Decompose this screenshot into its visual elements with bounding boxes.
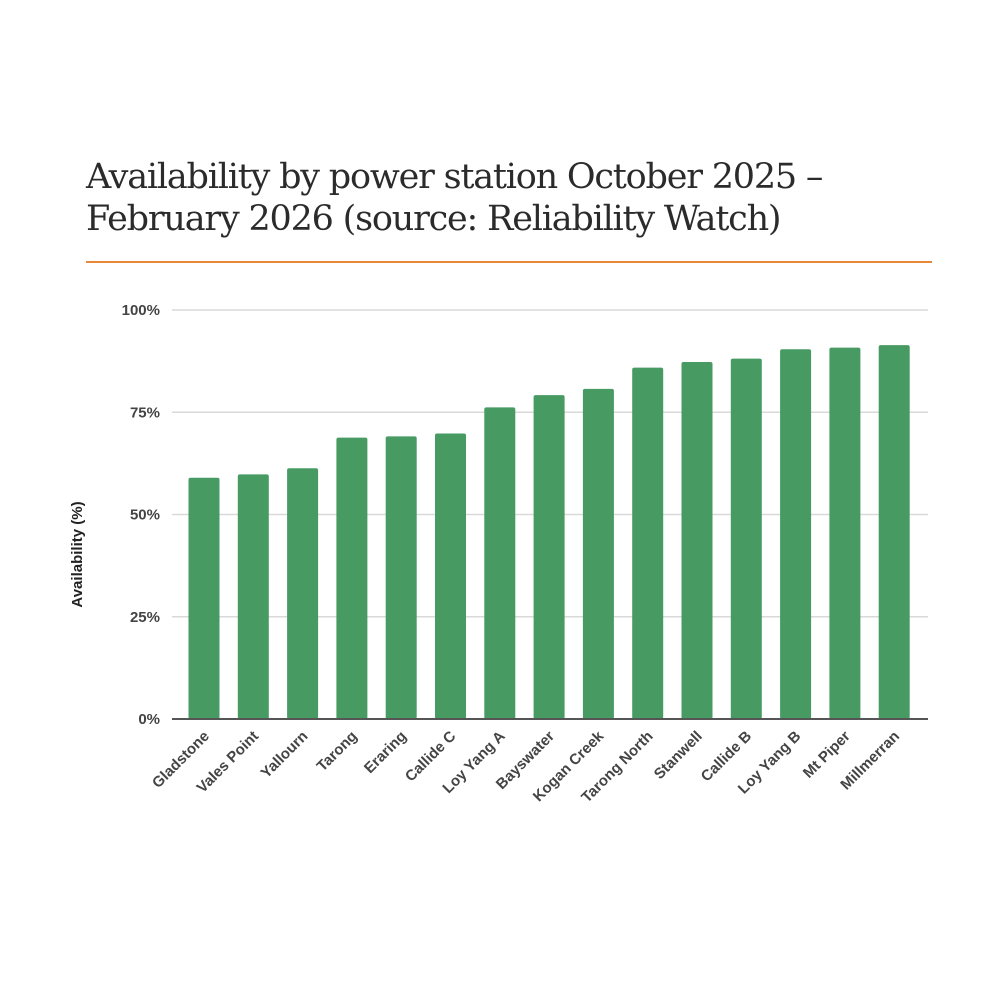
bar xyxy=(780,349,812,719)
chart-title: Availability by power station October 20… xyxy=(86,157,823,239)
x-tick-label: Tarong xyxy=(314,728,361,775)
bar xyxy=(730,358,762,719)
x-tick-label: Eraring xyxy=(361,728,410,777)
y-tick-label: 75% xyxy=(130,404,160,421)
x-tick-label: Yallourn xyxy=(258,728,312,782)
bar xyxy=(533,395,565,719)
bar xyxy=(435,433,466,719)
y-tick-label: 25% xyxy=(130,609,160,626)
bar xyxy=(287,468,319,719)
bar xyxy=(237,474,269,719)
y-tick-label: 100% xyxy=(122,302,160,319)
bar xyxy=(878,345,910,719)
bar xyxy=(829,347,861,719)
y-axis-label: Availability (%) xyxy=(69,501,86,607)
bar xyxy=(336,437,368,719)
bar xyxy=(385,436,417,719)
x-tick-label: Stanwell xyxy=(651,728,706,783)
y-tick-label: 0% xyxy=(138,711,160,728)
y-tick-label: 50% xyxy=(130,507,160,524)
bar xyxy=(188,477,220,719)
bar xyxy=(681,361,713,719)
bar xyxy=(632,367,664,719)
bar xyxy=(484,407,516,719)
bar xyxy=(582,388,614,719)
title-divider xyxy=(86,261,932,263)
